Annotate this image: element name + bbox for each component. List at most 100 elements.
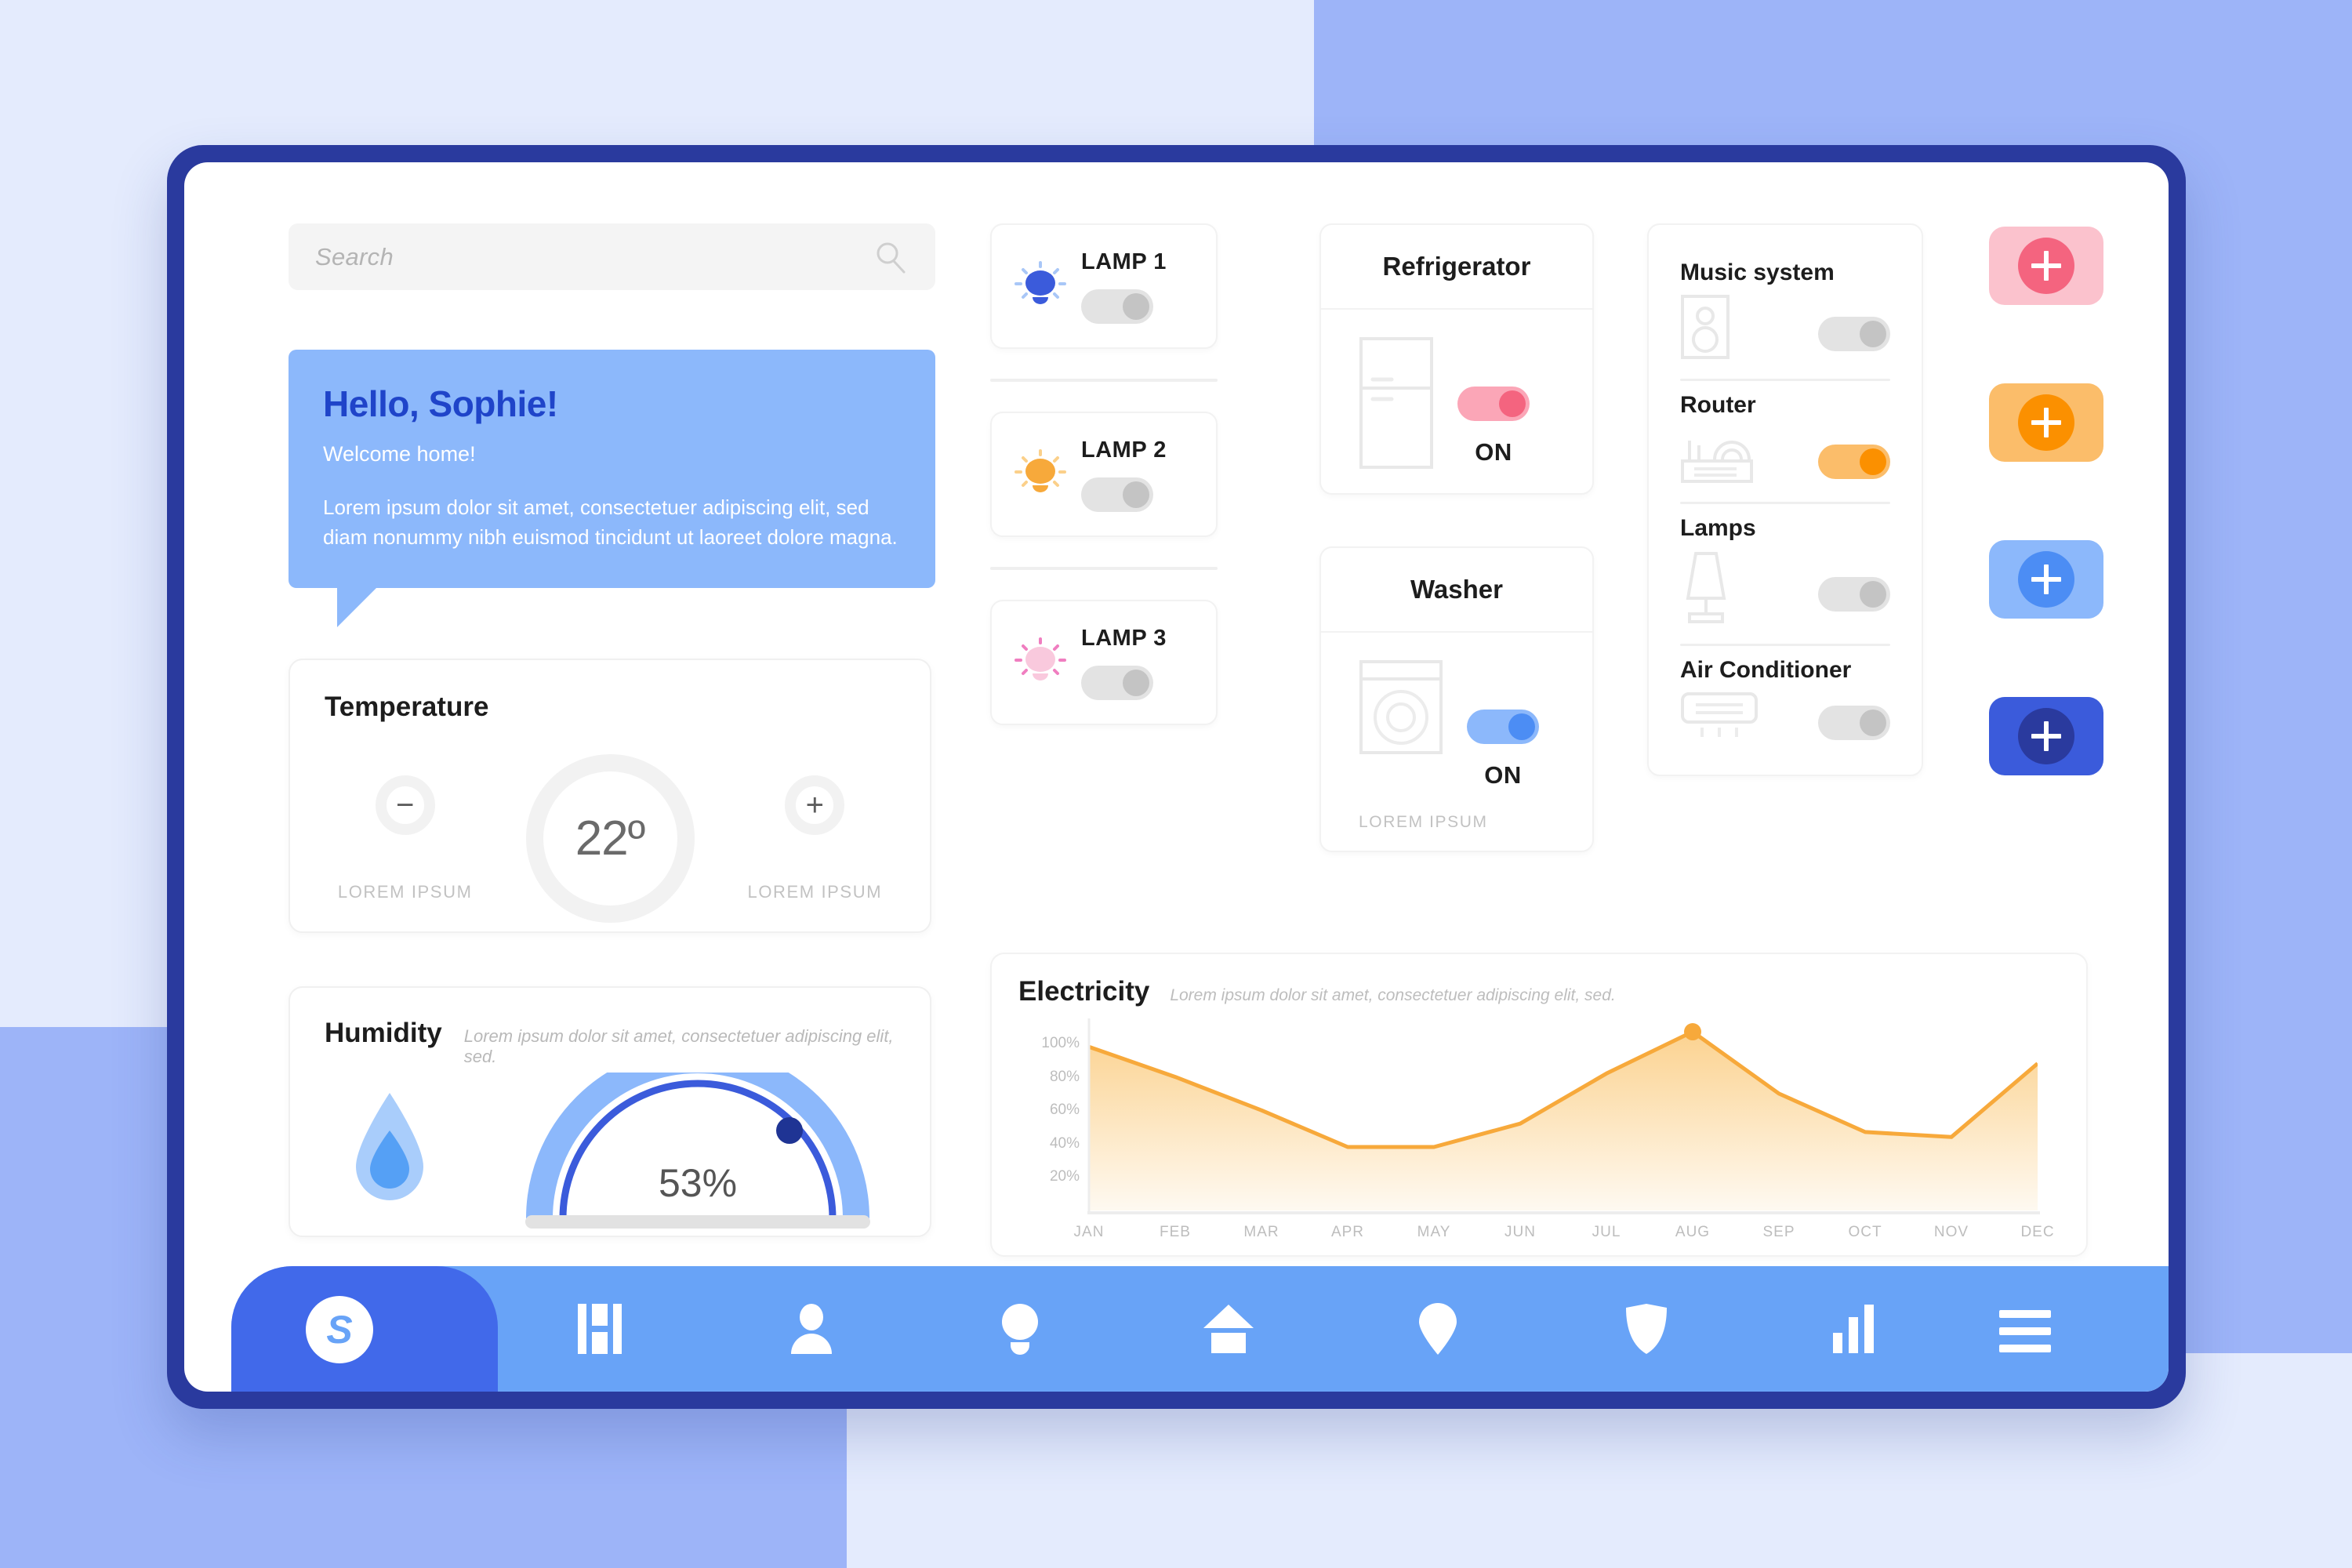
- device-label-music-system: Music system: [1680, 260, 1835, 285]
- hamburger-menu-icon[interactable]: [1999, 1310, 2051, 1362]
- x-tick-label: DEC: [2020, 1224, 2055, 1240]
- temperature-decrease-caption: LOREM IPSUM: [337, 881, 473, 902]
- air-conditioner-toggle[interactable]: [1818, 706, 1890, 740]
- toggle-knob: [1860, 710, 1886, 736]
- plus-icon: [2031, 408, 2061, 437]
- humidity-gauge-base: [525, 1215, 870, 1229]
- lamp-1-info: LAMP 1: [1081, 249, 1167, 324]
- device-divider-3: [1680, 644, 1890, 646]
- appliance-column: Refrigerator ON: [1319, 223, 1594, 852]
- washer-title: Washer: [1321, 548, 1592, 633]
- lightbulb-icon: [1014, 261, 1066, 304]
- humidity-subtitle: Lorem ipsum dolor sit amet, consectetuer…: [463, 1026, 894, 1067]
- electricity-header: Electricity Lorem ipsum dolor sit amet, …: [1018, 976, 2060, 1007]
- device-divider-2: [1680, 502, 1890, 504]
- lamp-column: LAMP 1: [990, 223, 1218, 725]
- y-tick-label: 20%: [1049, 1168, 1080, 1185]
- burger-line: [1999, 1345, 2051, 1352]
- lamp-2-toggle[interactable]: [1081, 477, 1153, 512]
- temperature-card: Temperature − LOREM IPSUM 22º + LOREM IP…: [289, 659, 931, 934]
- burger-line: [1999, 1327, 2051, 1335]
- add-circle: [2018, 551, 2074, 608]
- humidity-card: Humidity Lorem ipsum dolor sit amet, con…: [289, 986, 931, 1238]
- dashboard-icon: [578, 1304, 622, 1354]
- lamp-1-label: LAMP 1: [1081, 249, 1167, 274]
- y-tick-label: 100%: [1041, 1034, 1080, 1051]
- lamp-card-1[interactable]: LAMP 1: [990, 223, 1218, 349]
- humidity-gauge-knob: [776, 1117, 803, 1145]
- router-toggle[interactable]: [1818, 445, 1890, 479]
- greeting-subtitle: Welcome home!: [323, 442, 476, 466]
- plus-icon: [2031, 721, 2061, 751]
- plus-icon: [2031, 564, 2061, 594]
- device-row-music-system[interactable]: Music system: [1680, 249, 1890, 368]
- temperature-increase-wrap: + LOREM IPSUM: [748, 775, 883, 902]
- greeting-body: Lorem ipsum dolor sit amet, consectetuer…: [323, 495, 898, 549]
- x-tick-label: FEB: [1160, 1224, 1191, 1240]
- temperature-increase-button[interactable]: +: [785, 775, 845, 835]
- washer-body: ON: [1321, 633, 1592, 813]
- lamp-card-2[interactable]: LAMP 2: [990, 412, 1218, 537]
- toggle-knob: [1123, 292, 1149, 320]
- lamp-3-toggle[interactable]: [1081, 665, 1153, 700]
- search-icon[interactable]: [874, 241, 907, 274]
- greeting-card: Hello, Sophie! Welcome home! Lorem ipsum…: [289, 350, 935, 628]
- nav-item-location[interactable]: [1334, 1266, 1542, 1392]
- app-logo[interactable]: S: [306, 1296, 373, 1363]
- location-pin-icon: [1418, 1303, 1457, 1355]
- device-line-router: [1680, 426, 1890, 483]
- lamp-1-toggle[interactable]: [1081, 289, 1153, 324]
- humidity-header: Humidity Lorem ipsum dolor sit amet, con…: [325, 1018, 895, 1067]
- nav-item-security[interactable]: [1542, 1266, 1751, 1392]
- add-device-blue-button[interactable]: [1989, 697, 2103, 775]
- add-circle: [2018, 708, 2074, 764]
- electricity-plot: 100% 80% 60% 40% 20%: [1018, 1018, 2061, 1240]
- greeting-title: Hello, Sophie!: [323, 383, 558, 424]
- x-tick-label: MAY: [1417, 1224, 1451, 1240]
- x-tick-label: NOV: [1933, 1224, 1969, 1240]
- nav-item-dashboard[interactable]: [498, 1266, 706, 1392]
- lamp-card-3[interactable]: LAMP 3: [990, 600, 1218, 725]
- electricity-title: Electricity: [1018, 976, 1150, 1007]
- tablet-screen: Search Hello, Sophie! Welcome home! Lore…: [184, 162, 2169, 1392]
- router-icon: [1681, 441, 1753, 483]
- refrigerator-toggle[interactable]: [1457, 387, 1530, 421]
- home-icon: [1203, 1305, 1254, 1353]
- greeting-tail: [337, 586, 378, 628]
- nav-item-profile[interactable]: [706, 1266, 915, 1392]
- search-input[interactable]: Search: [289, 223, 935, 290]
- humidity-gauge[interactable]: [525, 1073, 870, 1221]
- electricity-area-chart: [1089, 1018, 2038, 1210]
- refrigerator-title: Refrigerator: [1321, 225, 1592, 310]
- lamp-divider-1: [990, 379, 1218, 382]
- device-row-air-conditioner[interactable]: Air Conditioner: [1680, 646, 1890, 748]
- plus-icon: [2031, 251, 2061, 281]
- add-device-pink-button[interactable]: [1989, 227, 2103, 305]
- nav-item-home[interactable]: [1124, 1266, 1333, 1392]
- lightbulb-icon: [1001, 1304, 1038, 1355]
- nav-item-statistics[interactable]: [1751, 1266, 1959, 1392]
- humidity-title: Humidity: [325, 1018, 442, 1049]
- device-row-router[interactable]: Router: [1680, 381, 1890, 491]
- temperature-decrease-button[interactable]: −: [375, 775, 435, 835]
- washer-toggle[interactable]: [1467, 710, 1539, 744]
- nav-item-lights[interactable]: [916, 1266, 1124, 1392]
- x-tick-label: MAR: [1243, 1224, 1279, 1240]
- add-device-light-blue-button[interactable]: [1989, 540, 2103, 619]
- x-tick-label: JUL: [1592, 1224, 1621, 1240]
- music-system-toggle[interactable]: [1818, 317, 1890, 351]
- device-row-lamps[interactable]: Lamps: [1680, 504, 1890, 633]
- lamp-2-info: LAMP 2: [1081, 437, 1167, 512]
- water-drop-icon: [356, 1093, 423, 1201]
- toggle-knob: [1860, 321, 1886, 347]
- navbar-items: [498, 1266, 2169, 1392]
- refrigerator-state: ON: [1457, 336, 1530, 466]
- lightbulb-icon: [1014, 449, 1066, 492]
- temperature-dial[interactable]: 22º: [525, 754, 695, 924]
- y-tick-label: 80%: [1049, 1068, 1080, 1085]
- add-device-orange-button[interactable]: [1989, 383, 2103, 462]
- refrigerator-card: Refrigerator ON: [1319, 223, 1594, 495]
- washer-state: ON: [1467, 659, 1539, 789]
- lamps-toggle[interactable]: [1818, 577, 1890, 612]
